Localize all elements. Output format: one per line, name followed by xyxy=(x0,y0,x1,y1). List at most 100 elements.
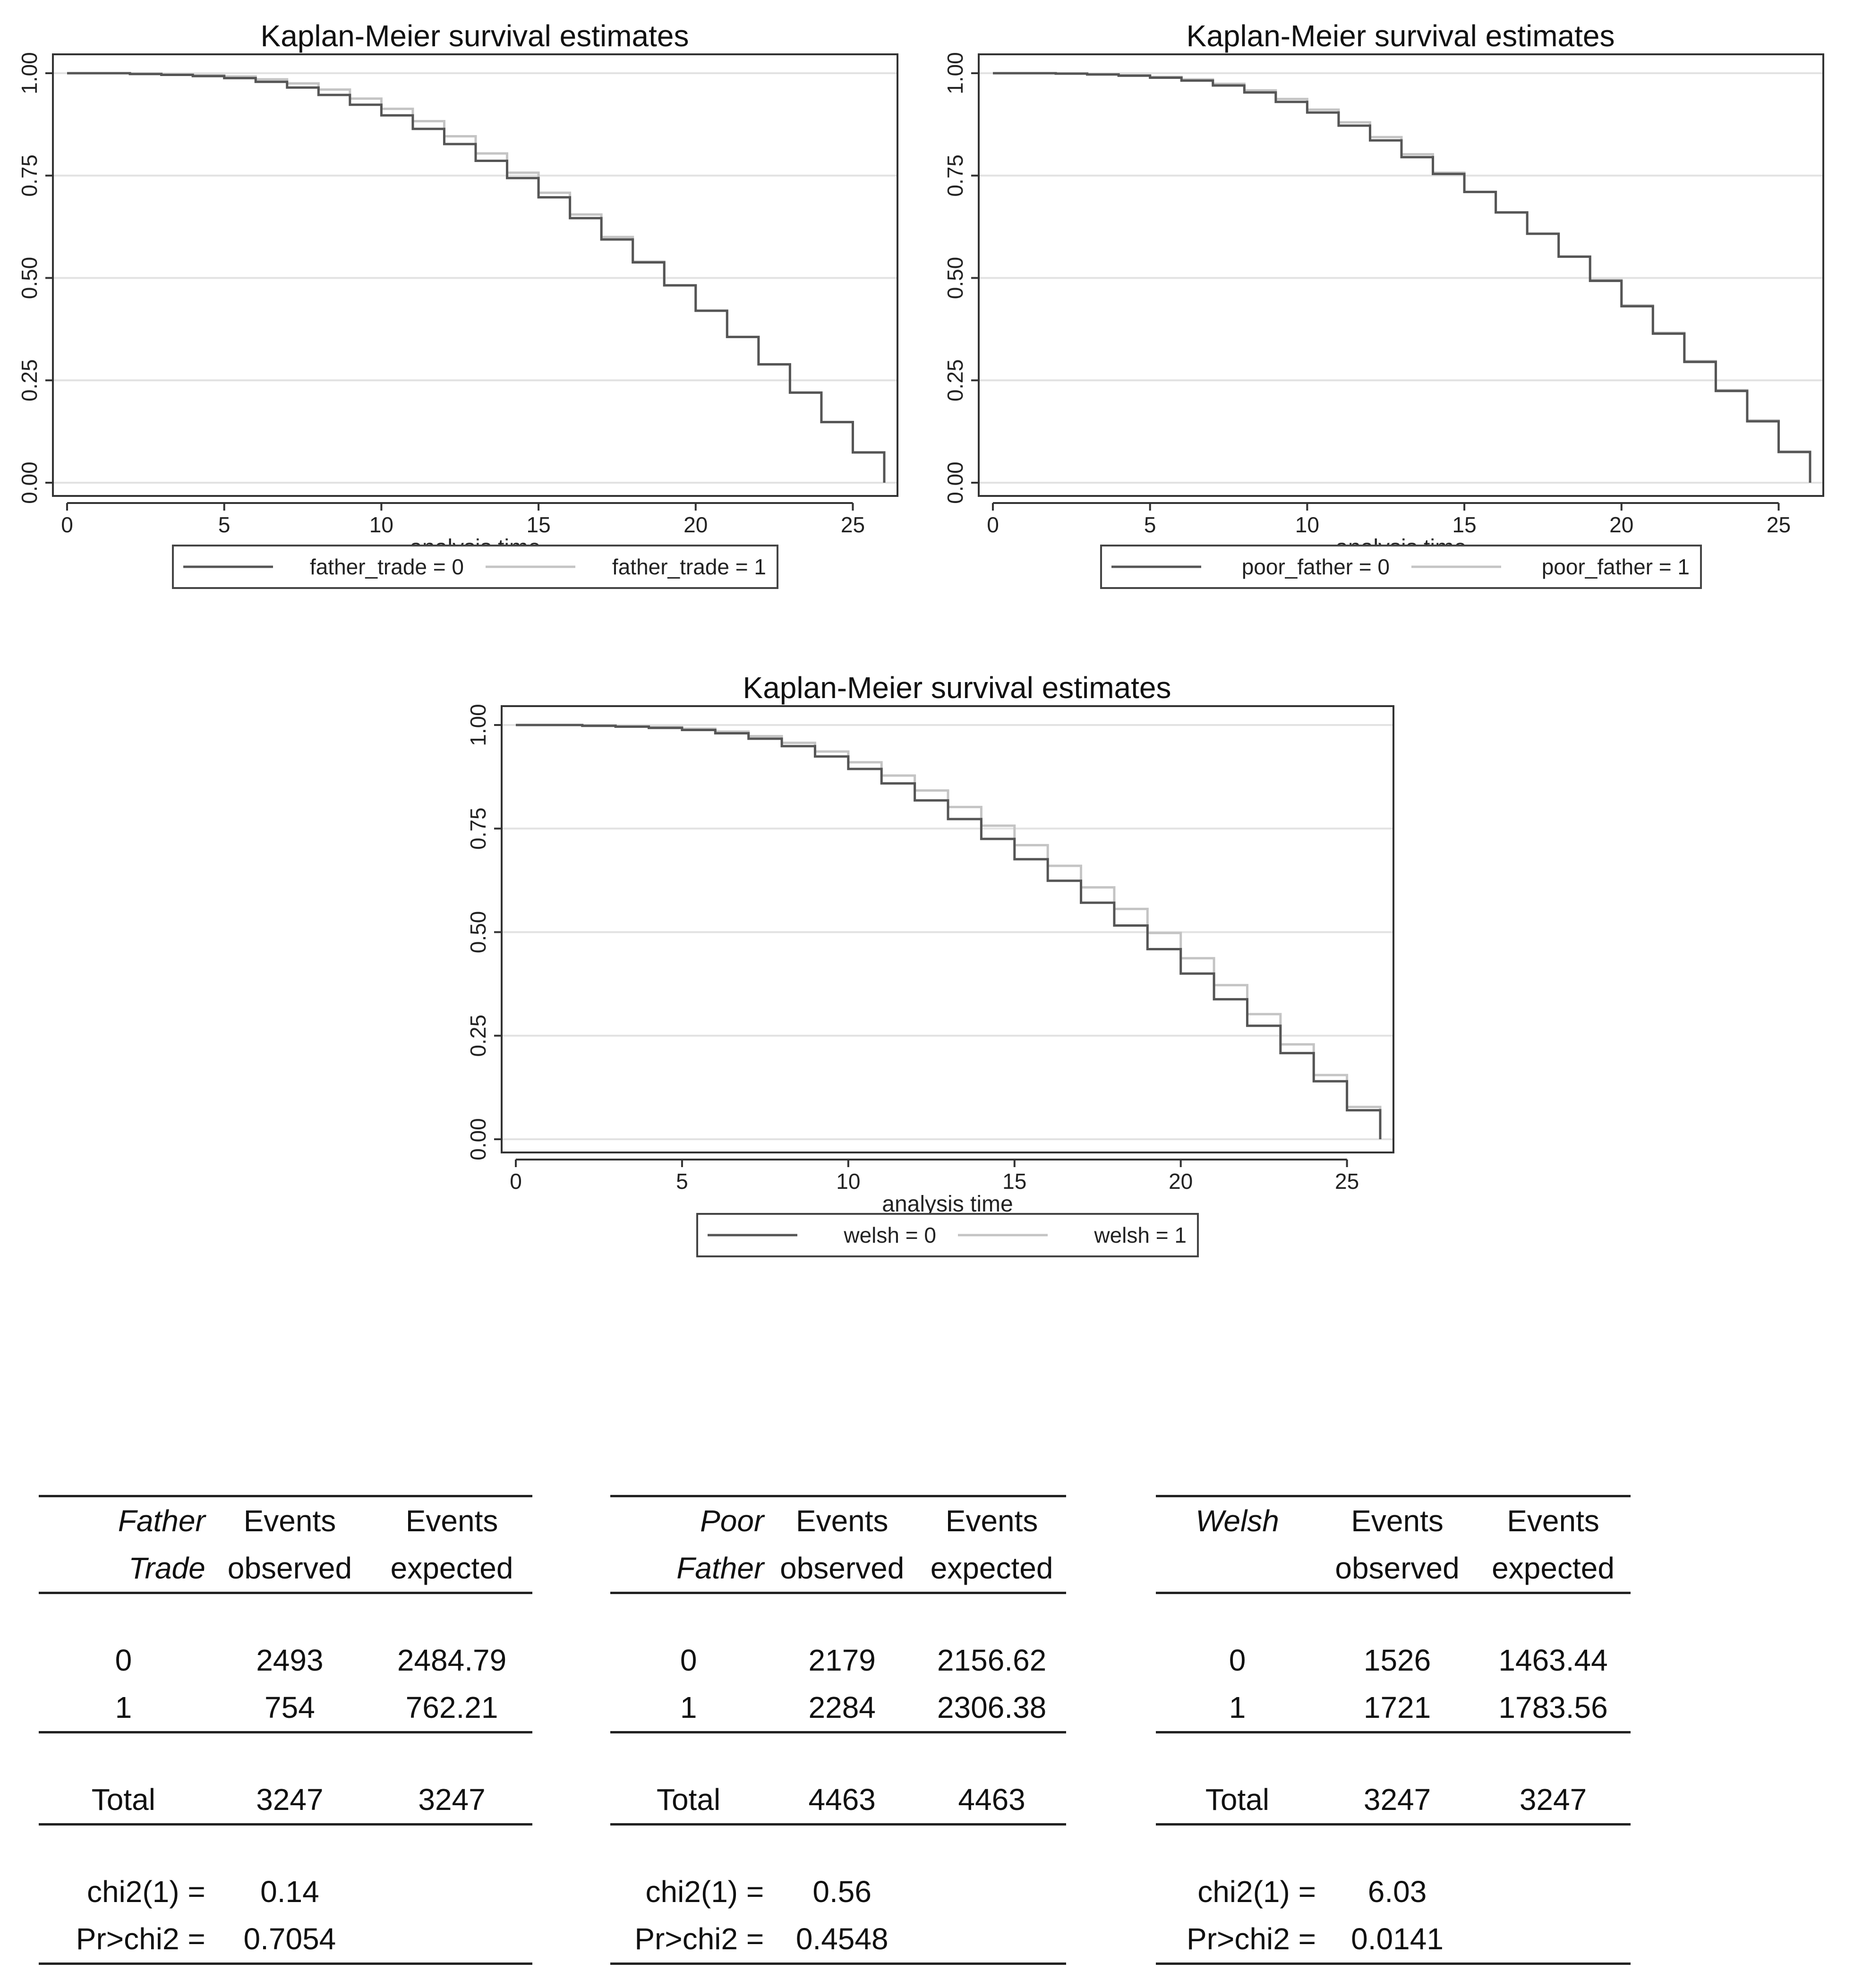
total-row: Total 4463 4463 xyxy=(610,1776,1066,1826)
group-header: Welsh xyxy=(1156,1495,1319,1544)
y-tick-label: 0.50 xyxy=(17,257,42,299)
group-value: 1 xyxy=(39,1684,208,1733)
total-observed: 3247 xyxy=(208,1776,372,1826)
observed-value: 2179 xyxy=(808,1643,876,1677)
total-row: Total 3247 3247 xyxy=(1156,1776,1631,1826)
logrank-table: Father Events Events Trade observed expe… xyxy=(39,1495,532,1965)
x-tick-label: 20 xyxy=(684,512,708,537)
observed-value: 1526 xyxy=(1363,1643,1431,1677)
pvalue-row: Pr>chi2 = 0.0141 xyxy=(1156,1915,1631,1965)
y-tick-label: 0.75 xyxy=(17,154,42,197)
pvalue-label: Pr>chi2 = xyxy=(39,1915,208,1965)
group-value: 0 xyxy=(680,1643,697,1677)
y-tick-label: 0.00 xyxy=(943,461,967,504)
x-tick-label: 5 xyxy=(676,1169,688,1194)
y-tick-label: 1.00 xyxy=(466,704,490,746)
plot-frame xyxy=(501,705,1394,1153)
x-tick-label: 15 xyxy=(1452,512,1476,537)
observed-value: 2493 xyxy=(256,1643,324,1677)
expected-value: 2484.79 xyxy=(397,1643,507,1677)
chi2-label: chi2(1) = xyxy=(1197,1875,1316,1909)
group-value: 0 xyxy=(1229,1643,1246,1677)
legend-label: welsh = 0 xyxy=(843,1223,936,1247)
table-row: 0 1526 1463.44 xyxy=(1156,1637,1631,1684)
expected-value: 1783.56 xyxy=(1476,1684,1631,1733)
expected-value: 762.21 xyxy=(371,1684,532,1733)
pvalue-row: Pr>chi2 = 0.4548 xyxy=(610,1915,1066,1965)
y-tick-label: 0.00 xyxy=(466,1118,490,1160)
x-tick-label: 10 xyxy=(369,512,393,537)
total-label: Total xyxy=(610,1776,767,1826)
col-header-observed: Events xyxy=(208,1495,372,1544)
group-header: Father xyxy=(610,1544,767,1594)
table-row: 0 2179 2156.62 xyxy=(610,1637,1066,1684)
group-header: Father xyxy=(39,1495,208,1544)
table-row: 1 2284 2306.38 xyxy=(610,1684,1066,1733)
col-header-expected: expected xyxy=(371,1544,532,1594)
col-header-observed: observed xyxy=(767,1544,918,1594)
logrank-table-father-trade: Father Events Events Trade observed expe… xyxy=(39,1495,532,1965)
total-expected: 4463 xyxy=(917,1776,1066,1826)
logrank-table-poor-father: Poor Events Events Father observed expec… xyxy=(610,1495,1066,1965)
col-header-observed: Events xyxy=(1318,1495,1476,1544)
logrank-table: Welsh Events Events observed expected 0 … xyxy=(1156,1495,1631,1965)
table-row: 0 2493 2484.79 xyxy=(39,1637,532,1684)
group-value: 0 xyxy=(115,1643,132,1677)
legend: welsh = 0 welsh = 1 xyxy=(696,1213,1199,1257)
y-tick-label: 0.50 xyxy=(943,257,967,299)
survival-curve-series-0 xyxy=(67,72,886,483)
expected-value: 2306.38 xyxy=(917,1684,1066,1733)
pvalue-label: Pr>chi2 = xyxy=(610,1915,767,1965)
total-expected: 3247 xyxy=(1476,1776,1631,1826)
legend-label: welsh = 1 xyxy=(1094,1223,1187,1247)
observed-value: 754 xyxy=(208,1684,372,1733)
km-chart-svg: Kaplan-Meier survival estimates 0.00 0.25… xyxy=(466,671,1394,1257)
group-header: Poor xyxy=(610,1495,767,1544)
y-tick-label: 1.00 xyxy=(943,52,967,94)
x-tick-label: 25 xyxy=(841,512,865,537)
x-tick-label: 10 xyxy=(1295,512,1319,537)
y-tick-label: 0.75 xyxy=(466,807,490,850)
x-tick-label: 0 xyxy=(61,512,73,537)
chi2-row: chi2(1) = 0.56 xyxy=(610,1868,1066,1915)
group-header xyxy=(1156,1544,1319,1594)
legend-box xyxy=(172,545,778,589)
x-tick-label: 0 xyxy=(987,512,999,537)
logrank-table-welsh: Welsh Events Events observed expected 0 … xyxy=(1156,1495,1631,1965)
expected-value: 2156.62 xyxy=(937,1643,1047,1677)
chart-title: Kaplan-Meier survival estimates xyxy=(261,19,689,53)
x-tick-label: 15 xyxy=(1002,1169,1026,1194)
pvalue-value: 0.7054 xyxy=(208,1915,372,1965)
pvalue-value: 0.0141 xyxy=(1318,1915,1476,1965)
x-tick-label: 15 xyxy=(526,512,550,537)
legend-label: father_trade = 1 xyxy=(612,555,766,579)
chart-title: Kaplan-Meier survival estimates xyxy=(1187,19,1615,53)
col-header-expected: expected xyxy=(1476,1544,1631,1594)
survival-curve-series-0 xyxy=(516,724,1382,1139)
col-header-expected: Events xyxy=(917,1495,1066,1544)
x-tick-label: 20 xyxy=(1169,1169,1193,1194)
chart-title: Kaplan-Meier survival estimates xyxy=(743,671,1171,705)
col-header-observed: observed xyxy=(208,1544,372,1594)
chi2-value: 0.56 xyxy=(812,1875,871,1909)
y-tick-label: 1.00 xyxy=(17,52,42,94)
x-tick-label: 25 xyxy=(1767,512,1791,537)
col-header-observed: Events xyxy=(767,1495,918,1544)
col-header-expected: expected xyxy=(917,1544,1066,1594)
observed-value: 1721 xyxy=(1318,1684,1476,1733)
x-tick-label: 5 xyxy=(218,512,231,537)
group-value: 1 xyxy=(1156,1684,1319,1733)
pvalue-row: Pr>chi2 = 0.7054 xyxy=(39,1915,532,1965)
x-axis-title: analysis time xyxy=(882,1192,1013,1217)
km-chart-svg: Kaplan-Meier survival estimates 0.00 0.25… xyxy=(943,19,1824,589)
plot-frame xyxy=(52,53,898,497)
table-row: 1 754 762.21 xyxy=(39,1684,532,1733)
x-tick-label: 0 xyxy=(510,1169,522,1194)
pvalue-label: Pr>chi2 = xyxy=(1156,1915,1319,1965)
chi2-label: chi2(1) = xyxy=(645,1875,764,1909)
total-expected: 3247 xyxy=(371,1776,532,1826)
chi2-label: chi2(1) = xyxy=(86,1875,205,1909)
